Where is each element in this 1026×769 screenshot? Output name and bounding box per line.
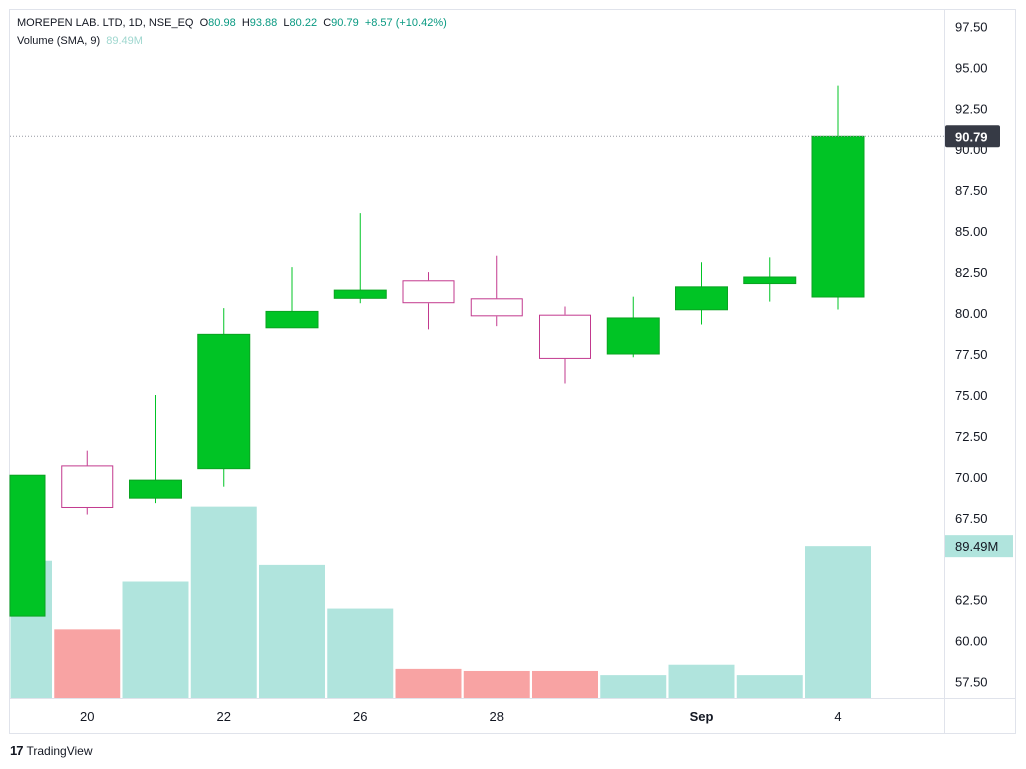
candle-body [129, 479, 182, 499]
volume-bar [463, 670, 530, 698]
volume-layer [10, 506, 871, 698]
price-tick-label: 85.00 [955, 224, 988, 239]
price-tick-label: 80.00 [955, 306, 988, 321]
legend-low-label: L [283, 17, 290, 29]
candle [197, 308, 251, 487]
volume-bar [122, 581, 189, 698]
time-tick-label: 20 [80, 709, 94, 724]
time-tick-label: 26 [353, 709, 367, 724]
candle-body [9, 474, 46, 617]
last-price-badge-text: 90.79 [955, 129, 988, 144]
price-tick-label: 72.50 [955, 429, 988, 444]
volume-bar [805, 546, 871, 698]
candle [9, 474, 46, 617]
price-tick-label: 87.50 [955, 183, 988, 198]
candle [743, 257, 797, 302]
price-tick-label: 67.50 [955, 511, 988, 526]
price-tick-label: 70.00 [955, 470, 988, 485]
legend-open-value: 80.98 [208, 17, 236, 29]
volume-sma-badge: 89.49M [945, 535, 1013, 558]
candle [61, 450, 114, 515]
legend-low-value: 80.22 [289, 17, 318, 29]
candle-body [197, 333, 251, 470]
price-tick-label: 75.00 [955, 388, 988, 403]
legend-volume-value: 89.49M [106, 35, 143, 47]
candle-body [811, 135, 865, 298]
candle [129, 394, 182, 504]
tradingview-logo-icon: 17 [10, 743, 24, 758]
tradingview-logo-text: TradingView [26, 743, 93, 758]
legend-change: +8.57 (+10.42%) [364, 17, 447, 29]
candle [606, 296, 660, 358]
candle [539, 306, 591, 384]
price-tick-label: 95.00 [955, 60, 988, 75]
candle-body [470, 298, 523, 317]
volume-bar [532, 670, 598, 698]
price-tick-label: 92.50 [955, 101, 988, 116]
last-price-badge-bg [945, 125, 1000, 148]
price-tick-label: 60.00 [955, 634, 988, 649]
time-tick-label: 22 [217, 709, 231, 724]
price-tick-label: 57.50 [955, 675, 988, 690]
legend-high-label: H [241, 17, 250, 29]
volume-bar [190, 506, 257, 698]
candle-body [743, 276, 797, 285]
candle-body [333, 289, 387, 299]
volume-bar [327, 608, 394, 698]
time-tick-label: Sep [690, 709, 714, 724]
candle-layer [9, 85, 865, 617]
time-tick-label: 4 [834, 709, 841, 724]
legend-volume-label[interactable]: Volume (SMA, 9) [17, 35, 101, 47]
volume-bar [736, 675, 803, 698]
volume-bar [259, 564, 325, 698]
candle [811, 85, 865, 310]
volume-bar [395, 668, 462, 698]
candle-body [402, 280, 455, 304]
time-axis[interactable]: 20 22 26 28 Sep 4 [80, 709, 842, 724]
legend-close-label: C [323, 17, 332, 29]
candle [675, 262, 728, 325]
volume-bar [600, 675, 667, 698]
price-tick-label: 77.50 [955, 347, 988, 362]
candle [470, 255, 523, 327]
candle-body [539, 314, 591, 359]
time-tick-label: 28 [490, 709, 504, 724]
legend-symbol[interactable]: MOREPEN LAB. LTD, 1D, NSE_EQ [17, 17, 194, 29]
volume-bar [54, 629, 121, 698]
candle-body [606, 317, 660, 355]
price-tick-label: 62.50 [955, 593, 988, 608]
legend-high-value: 93.88 [249, 17, 278, 29]
candle [402, 272, 455, 330]
legend-close-value: 90.79 [331, 17, 359, 29]
volume-sma-badge-text: 89.49M [955, 539, 998, 554]
volume-bar [668, 664, 735, 698]
tradingview-logo[interactable]: 17 TradingView [10, 743, 93, 758]
candle-body [265, 310, 319, 329]
price-axis[interactable]: 97.5095.0092.5090.0087.5085.0082.5080.00… [955, 19, 988, 689]
chart-frame[interactable] [9, 9, 1016, 734]
last-price-badge: 90.79 [945, 125, 1000, 148]
price-tick-label: 82.50 [955, 265, 988, 280]
candle-body [61, 465, 114, 508]
axis-badges: 90.79 89.49M [945, 125, 1013, 558]
candle-body [675, 286, 728, 311]
candle [265, 267, 319, 329]
candle [333, 213, 387, 304]
legend-volume: Volume (SMA, 9) 89.49M [17, 35, 143, 47]
legend-ohlc: MOREPEN LAB. LTD, 1D, NSE_EQ O80.98 H93.… [17, 17, 447, 29]
price-tick-label: 97.50 [955, 19, 988, 34]
volume-sma-badge-bg [945, 535, 1013, 558]
legend-open-label: O [199, 17, 209, 29]
